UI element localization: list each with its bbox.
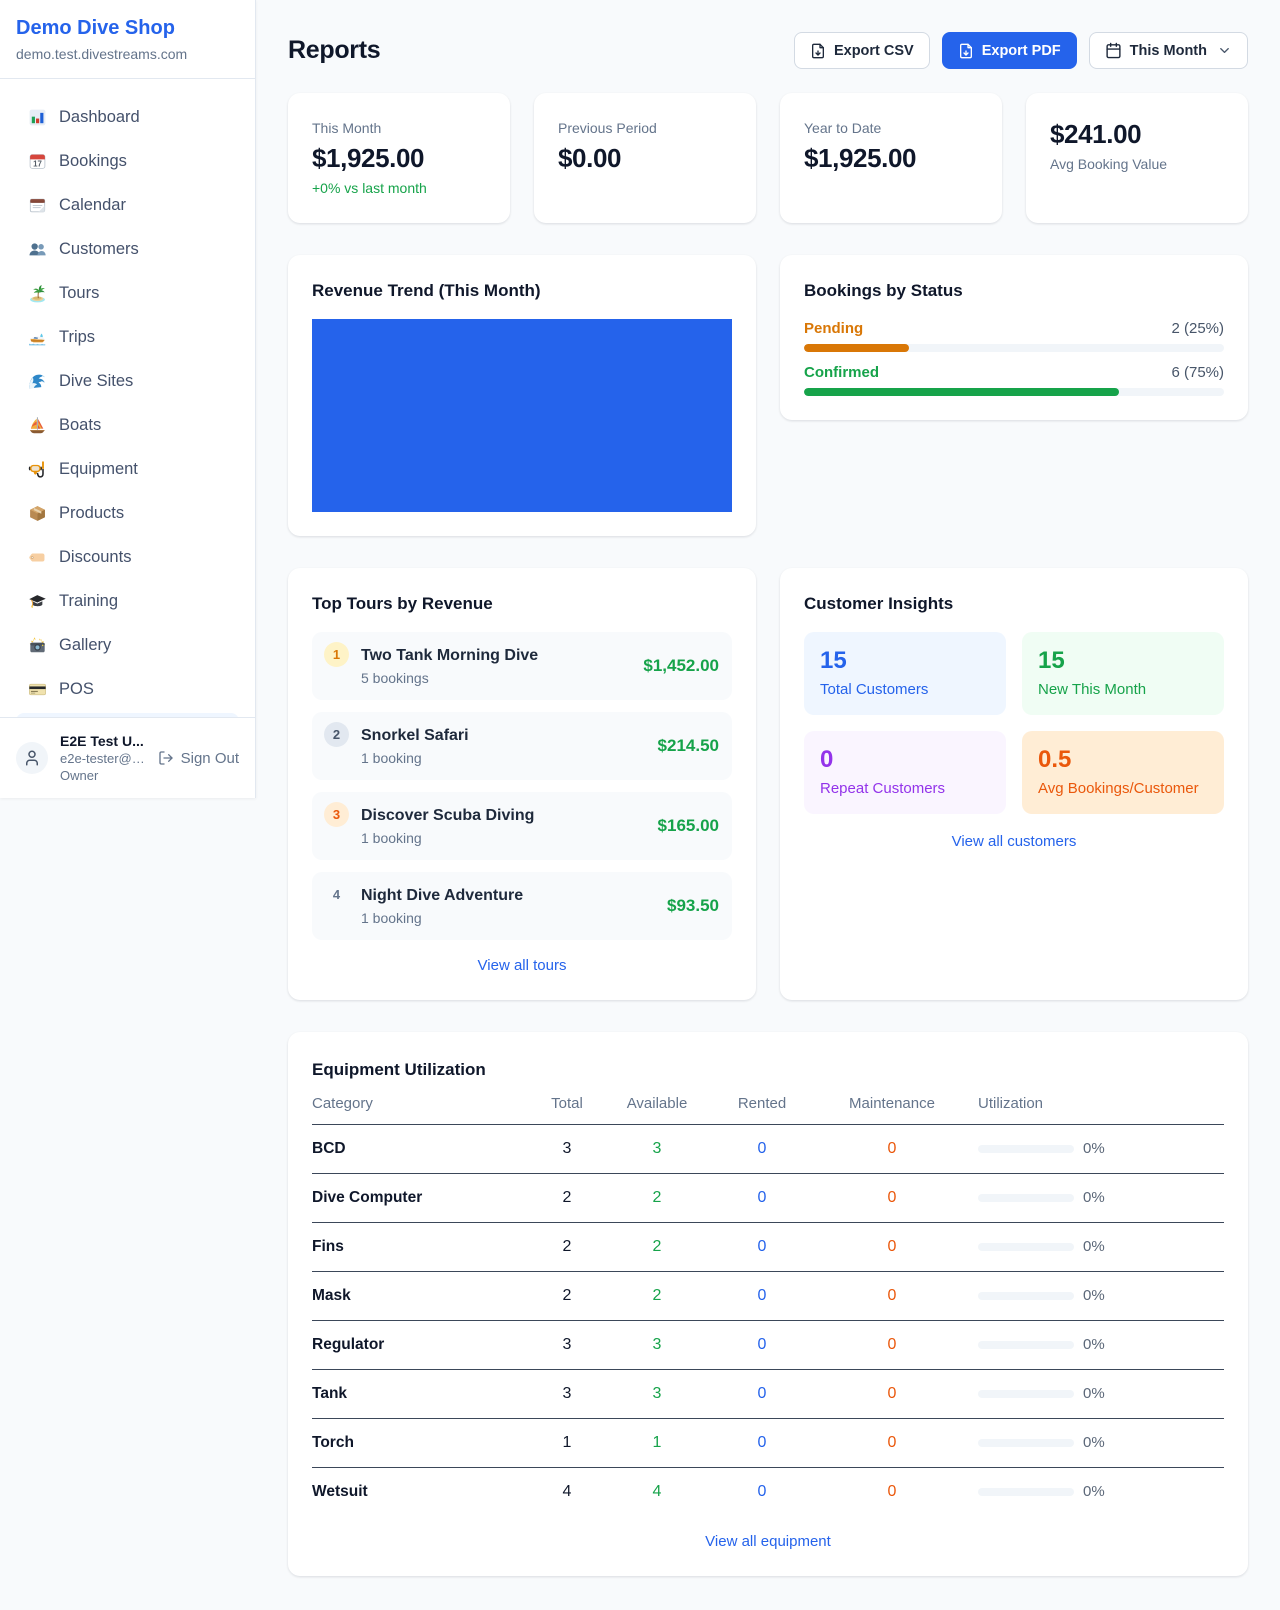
svg-text:17: 17 bbox=[33, 159, 42, 168]
